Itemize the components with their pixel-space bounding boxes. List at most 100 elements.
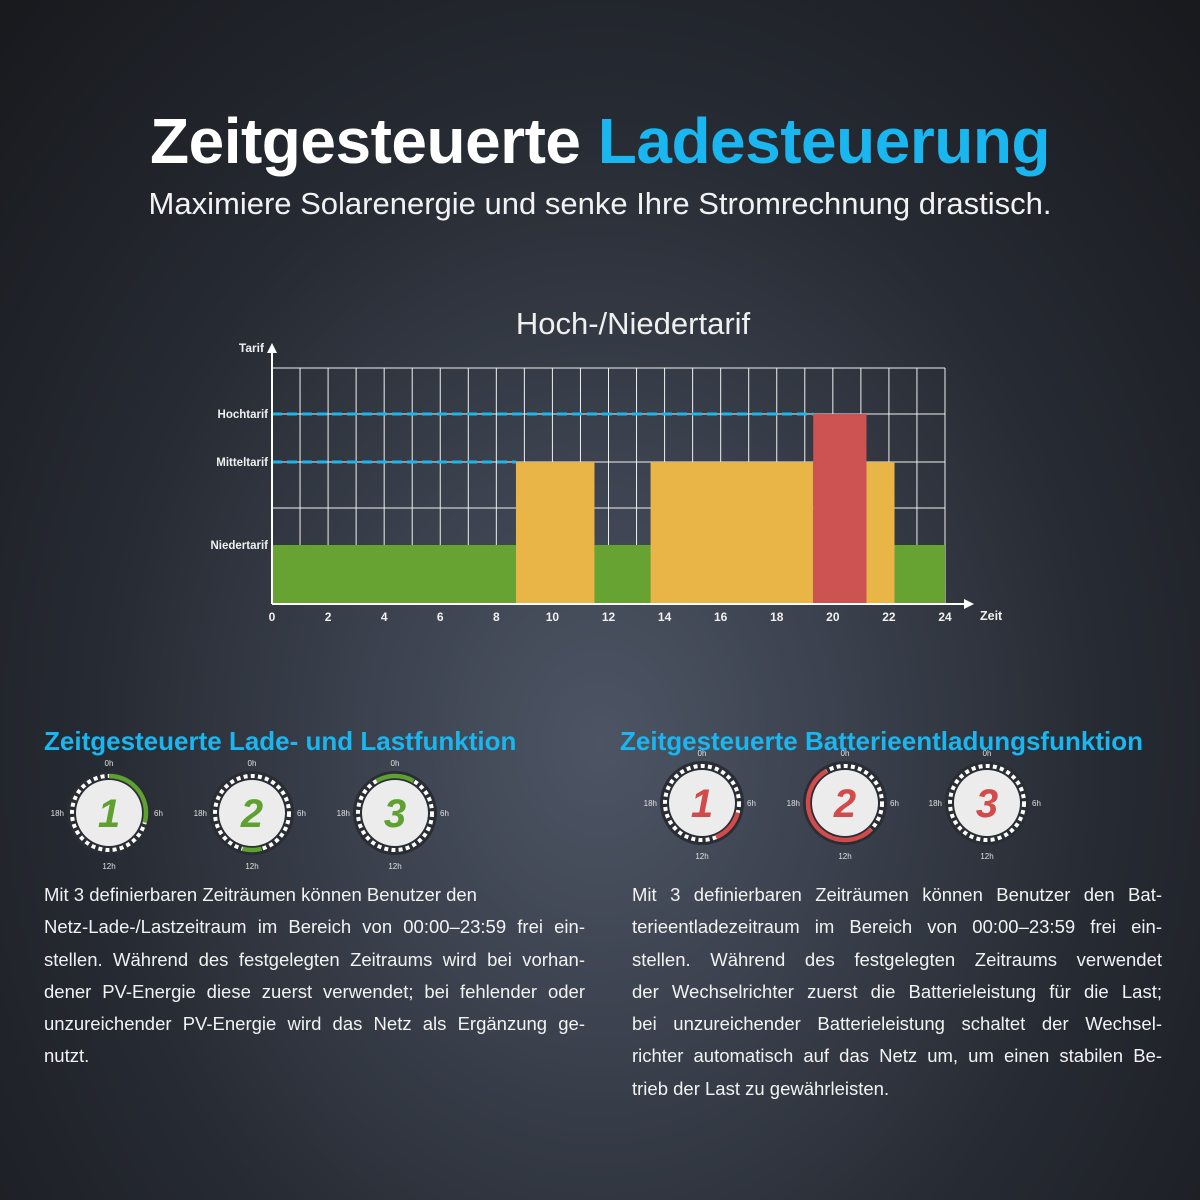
chart-bar-6 [866, 462, 895, 604]
right-clock-3: 3 0h 12h 6h 18h [929, 749, 1041, 861]
chart-bar-2 [515, 462, 595, 604]
chart-bar-1 [272, 545, 516, 604]
clock-label-0h: 0h [105, 759, 114, 768]
clock-label-18h: 18h [337, 809, 350, 818]
clock-tick-ring [663, 764, 741, 842]
clock-label-0h: 0h [698, 749, 707, 758]
right-description-line: terieentladezeitraum im Bereich von 00:0… [632, 916, 1162, 938]
x-tick-label: 14 [658, 610, 672, 624]
chart-bar-5 [813, 414, 867, 604]
left-section-heading: Zeitgesteuerte Lade- und Lastfunktion [44, 725, 517, 756]
x-tick-label: 20 [826, 610, 840, 624]
clock-number: 3 [976, 782, 998, 826]
clock-label-6h: 6h [1032, 799, 1041, 808]
right-description-line: trieb der Last zu gewährleisten. [632, 1077, 890, 1099]
x-tick-label: 2 [325, 610, 332, 624]
clock-number: 1 [98, 792, 120, 836]
left-description-line: Netz-Lade-/Lastzeitraum im Bereich von 0… [44, 916, 585, 938]
title-part-1: Zeitgesteuerte [150, 105, 581, 177]
x-tick-label: 18 [770, 610, 784, 624]
clock-label-12h: 12h [102, 862, 115, 871]
right-section-heading: Zeitgesteuerte Batterieentladungsfunktio… [620, 725, 1143, 756]
y-level-label: Hochtarif [218, 409, 269, 421]
clock-face [362, 780, 428, 846]
left-clock-3: 3 0h 12h 6h 18h [337, 759, 449, 871]
y-axis-arrow [267, 343, 277, 353]
clock-face [76, 780, 142, 846]
clock-time-arc [69, 773, 149, 853]
right-clock-1: 1 0h 12h 6h 18h [644, 749, 756, 861]
clock-label-6h: 6h [297, 809, 306, 818]
tariff-chart: 0 2 4 6 8 10 12 14 16 18 20 22 24NiedertarifMittelta… [210, 341, 1003, 624]
chart-title: Hoch-/Niedertarif [515, 306, 751, 341]
x-tick-label: 4 [381, 610, 388, 624]
clock-time-arc [662, 763, 742, 843]
clock-label-18h: 18h [644, 799, 657, 808]
right-clock-2: 2 0h 12h 6h 18h [787, 749, 899, 861]
right-description-line: Mit 3 definierbaren Zeiträumen können Be… [632, 884, 1162, 905]
right-description-line: der Wechselrichter zuerst die Batteriele… [632, 980, 1162, 1002]
clock-label-18h: 18h [787, 799, 800, 808]
clock-label-6h: 6h [890, 799, 899, 808]
title-part-2: Ladesteuerung [597, 105, 1051, 177]
y-axis-title: Tarif [239, 341, 265, 355]
clock-label-12h: 12h [980, 852, 993, 861]
clock-time-arc [212, 773, 292, 853]
clock-label-18h: 18h [929, 799, 942, 808]
left-description: Mit 3 definierbaren Zeiträumen können Be… [44, 879, 585, 1073]
clock-label-0h: 0h [983, 749, 992, 758]
right-description-line: stellen. Während des festgelegten Zeitra… [632, 948, 1162, 970]
clock-label-12h: 12h [838, 852, 851, 861]
chart-bar-4 [650, 462, 814, 604]
chart-axes [267, 343, 974, 609]
clock-face [954, 770, 1020, 836]
left-description-line: stellen. Während des festgelegten Zeitra… [44, 948, 585, 970]
left-clock-2: 2 0h 12h 6h 18h [194, 759, 306, 871]
clock-time-arc [355, 773, 435, 853]
clock-label-0h: 0h [391, 759, 400, 768]
clock-label-6h: 6h [154, 809, 163, 818]
clock-label-6h: 6h [440, 809, 449, 818]
clock-number: 2 [833, 782, 856, 826]
clock-label-0h: 0h [841, 749, 850, 758]
chart-bar-3 [594, 545, 651, 604]
clock-face [219, 780, 285, 846]
chart-labels: 0 2 4 6 8 10 12 14 16 18 20 22 24NiedertarifMittelta… [210, 341, 1003, 624]
left-description-line: dener PV-Energie diese zuerst verwendet;… [44, 980, 585, 1002]
x-tick-label: 0 [269, 610, 276, 624]
left-clock-1: 1 0h 12h 6h 18h [51, 759, 163, 871]
x-axis-arrow [964, 599, 974, 609]
clock-icons-group: 1 0h 12h 6h 18h 2 0h 12h 6h 18h 3 0h 12h 6h 18h 1 0h 12h 6… [51, 749, 1041, 871]
right-description-line: bei unzureichender Batterieleistung scha… [632, 1013, 1162, 1035]
x-tick-label: 6 [437, 610, 444, 624]
right-description: Mit 3 definierbaren Zeiträumen können Be… [632, 879, 1162, 1105]
x-tick-label: 10 [546, 610, 560, 624]
page-title: Zeitgesteuerte Ladesteuerung [0, 104, 1200, 178]
chart-bar-7 [894, 545, 945, 604]
left-description-line: unzureichender PV-Energie wird das Netz … [44, 1013, 585, 1035]
clock-face [669, 770, 735, 836]
clock-label-12h: 12h [695, 852, 708, 861]
chart-bars [272, 414, 945, 604]
left-description-line: Mit 3 definierbaren Zeiträumen können Be… [44, 884, 477, 905]
x-tick-label: 12 [602, 610, 616, 624]
x-tick-label: 8 [493, 610, 500, 624]
x-tick-label: 24 [938, 610, 952, 624]
clock-number: 1 [691, 782, 713, 826]
x-tick-label: 16 [714, 610, 728, 624]
clock-label-18h: 18h [194, 809, 207, 818]
clock-number: 3 [384, 792, 406, 836]
right-description-line: richter automatisch auf das Netz um, um … [632, 1045, 1162, 1067]
page-subtitle: Maximiere Solarenergie und senke Ihre St… [148, 186, 1052, 221]
left-description-line: nutzt. [44, 1045, 90, 1067]
clock-face [812, 770, 878, 836]
clock-tick-ring [948, 764, 1026, 842]
clock-label-6h: 6h [747, 799, 756, 808]
chart-reference-lines [272, 412, 814, 464]
clock-label-12h: 12h [388, 862, 401, 871]
clock-label-12h: 12h [245, 862, 258, 871]
x-axis-title: Zeit [980, 609, 1003, 623]
clock-label-18h: 18h [51, 809, 64, 818]
clock-number: 2 [240, 792, 263, 836]
clock-label-0h: 0h [248, 759, 257, 768]
